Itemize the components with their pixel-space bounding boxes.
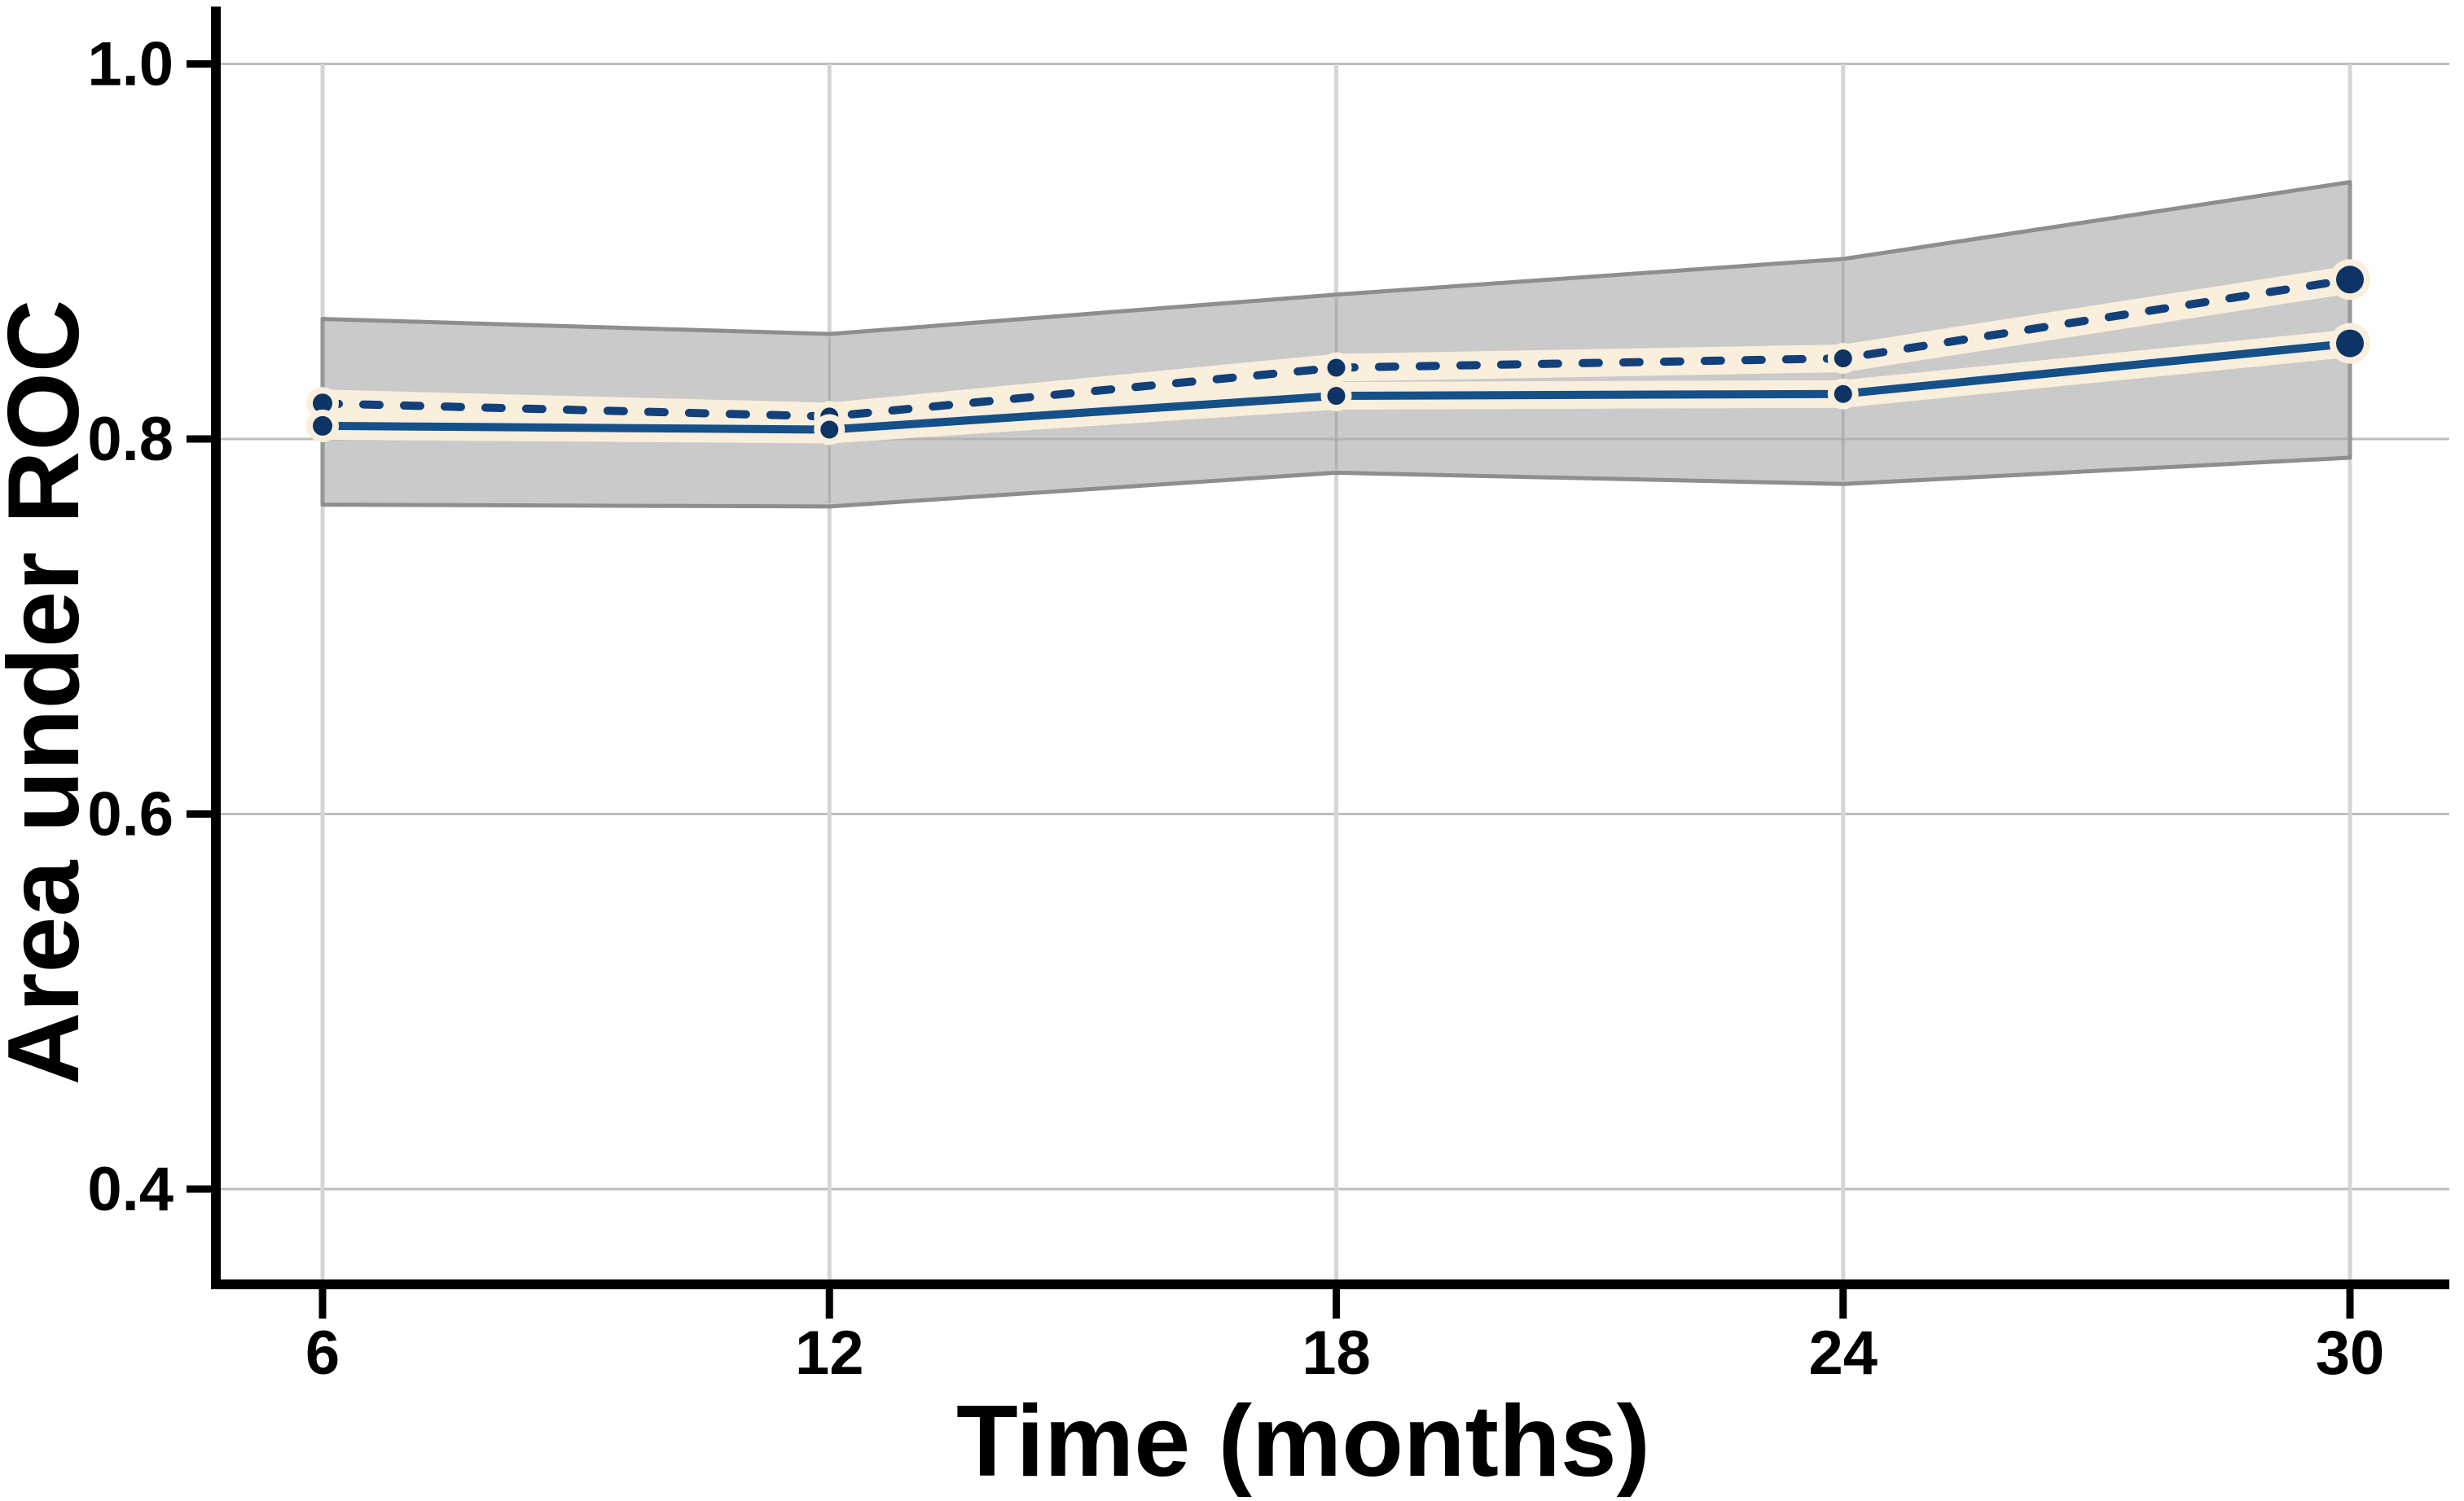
x-tick-label: 30 — [2316, 1319, 2385, 1388]
y-tick-label: 0.8 — [87, 405, 173, 474]
data-point — [1834, 349, 1852, 367]
data-point — [1834, 384, 1852, 403]
data-point — [2336, 329, 2364, 358]
x-tick-label: 18 — [1302, 1319, 1371, 1388]
x-tick-label: 24 — [1808, 1319, 1878, 1388]
data-point — [313, 415, 332, 436]
x-tick-labels: 6 12 18 24 30 — [305, 1319, 2384, 1388]
data-point — [2336, 266, 2364, 294]
x-tick-label: 6 — [305, 1319, 340, 1388]
tick-marks — [187, 60, 2354, 1319]
y-tick-label: 0.6 — [87, 780, 173, 849]
y-tick-labels: 1.0 0.8 0.6 0.4 — [87, 30, 173, 1225]
x-tick-label: 12 — [795, 1319, 864, 1388]
y-axis-title: Area under ROC — [0, 300, 100, 1086]
data-point — [1327, 387, 1346, 406]
vertical-gridlines — [320, 64, 2352, 1284]
y-tick-label: 0.4 — [87, 1155, 173, 1224]
data-point — [1327, 358, 1346, 377]
y-tick-label: 1.0 — [87, 30, 173, 99]
data-point-markers — [306, 259, 2370, 445]
axes — [211, 7, 2449, 1289]
data-point — [820, 420, 839, 439]
x-axis-title: Time (months) — [956, 1385, 1650, 1498]
data-point — [313, 393, 332, 414]
